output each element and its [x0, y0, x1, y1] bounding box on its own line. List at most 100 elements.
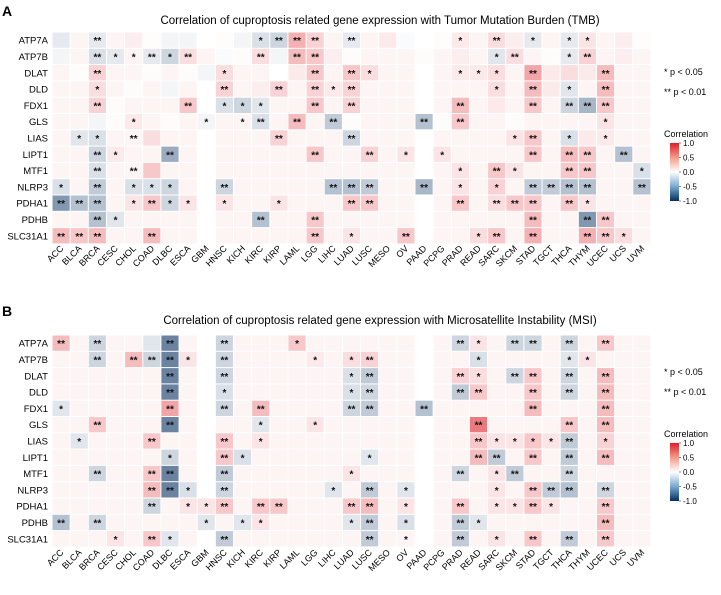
significance-mark: ** — [57, 518, 65, 529]
heatmap-cell — [469, 81, 488, 97]
heatmap-cell — [578, 211, 596, 228]
heatmap-cell — [433, 498, 451, 514]
heatmap-cell — [597, 81, 615, 97]
heatmap-cell — [433, 48, 451, 65]
heatmap-cell — [397, 162, 415, 179]
heatmap-cell — [361, 335, 379, 351]
heatmap-cell — [106, 498, 125, 514]
significance-mark: ** — [584, 150, 592, 161]
panel-label: A — [2, 3, 12, 19]
significance-mark: ** — [602, 339, 610, 350]
heatmap-cell — [179, 351, 197, 368]
significance-mark: ** — [148, 232, 156, 243]
significance-mark: ** — [148, 502, 156, 513]
heatmap-cell — [306, 228, 324, 244]
heatmap-cell — [506, 368, 524, 384]
heatmap-cell — [179, 400, 197, 416]
heatmap-cell — [270, 65, 288, 81]
heatmap-cell — [415, 400, 433, 416]
heatmap-cell — [361, 97, 379, 113]
heatmap-cell — [324, 195, 342, 211]
heatmap-cell — [633, 146, 651, 162]
heatmap-cell — [70, 368, 88, 384]
heatmap-cell — [451, 65, 469, 81]
significance-mark: * — [585, 199, 589, 210]
heatmap-cell — [125, 65, 143, 81]
heatmap-cell — [70, 48, 88, 65]
heatmap-cell — [306, 417, 324, 433]
significance-mark: ** — [166, 150, 174, 161]
heatmap-cell — [125, 211, 143, 228]
significance-mark: ** — [565, 101, 573, 112]
heatmap-cell — [306, 498, 324, 514]
significance-mark: ** — [329, 118, 337, 129]
heatmap-cell — [379, 211, 397, 228]
column-label: UVM — [625, 547, 646, 568]
heatmap-cell — [161, 351, 179, 368]
heatmap-cell — [488, 482, 506, 498]
significance-mark: ** — [511, 52, 519, 63]
legend-tick-label: 1.0 — [683, 139, 695, 148]
significance-mark: * — [531, 437, 535, 448]
heatmap-cell — [52, 449, 70, 465]
significance-mark: ** — [93, 355, 101, 366]
heatmap-cell — [270, 97, 288, 113]
heatmap-cell — [215, 335, 233, 351]
heatmap-cell — [524, 146, 542, 162]
heatmap-cell — [288, 498, 306, 514]
heatmap-cell — [70, 335, 88, 351]
significance-mark: ** — [348, 101, 356, 112]
heatmap-cell — [234, 351, 252, 368]
heatmap-cell — [88, 514, 106, 531]
significance-mark: ** — [366, 355, 374, 366]
heatmap-cell — [252, 384, 270, 400]
significance-note: ** p < 0.01 — [664, 87, 706, 97]
row-label: DLAT — [24, 68, 48, 79]
heatmap-cell — [451, 97, 469, 113]
heatmap-cell — [288, 433, 306, 449]
heatmap-cell — [161, 179, 179, 195]
heatmap-cell — [215, 514, 233, 531]
heatmap-cell — [179, 162, 197, 179]
heatmap-cell — [542, 65, 560, 81]
heatmap-cell — [597, 433, 615, 449]
heatmap-cell — [451, 335, 469, 351]
significance-mark: ** — [166, 404, 174, 415]
heatmap-cell — [506, 179, 524, 195]
significance-mark: * — [150, 183, 154, 194]
significance-mark: ** — [420, 404, 428, 415]
heatmap-cell — [125, 368, 143, 384]
heatmap-cell — [252, 498, 270, 514]
heatmap-cell — [324, 531, 342, 547]
heatmap-cell — [179, 465, 197, 482]
heatmap-cell — [215, 498, 233, 514]
significance-mark: * — [59, 404, 63, 415]
heatmap-cell — [488, 449, 506, 465]
heatmap-cell — [88, 482, 106, 498]
significance-mark: ** — [529, 388, 537, 399]
heatmap-cell — [215, 465, 233, 482]
heatmap-cell — [615, 384, 633, 400]
heatmap-cell — [70, 514, 88, 531]
heatmap-cell — [215, 384, 233, 400]
heatmap-cell — [215, 228, 233, 244]
heatmap-cell — [578, 228, 596, 244]
heatmap-cell — [52, 368, 70, 384]
heatmap-cell — [506, 195, 524, 211]
heatmap-cell — [433, 465, 451, 482]
heatmap-cell — [560, 498, 578, 514]
heatmap-cell — [597, 368, 615, 384]
significance-mark: ** — [366, 199, 374, 210]
heatmap-cell — [143, 195, 161, 211]
significance-mark: ** — [565, 339, 573, 350]
heatmap-cell — [161, 130, 179, 146]
heatmap-cell — [234, 228, 252, 244]
heatmap-cell — [106, 162, 125, 179]
heatmap-cell — [560, 514, 578, 531]
heatmap-cell — [524, 498, 542, 514]
heatmap-cell — [306, 130, 324, 146]
heatmap-cell — [197, 97, 215, 113]
significance-mark: * — [495, 535, 499, 546]
heatmap-cell — [234, 433, 252, 449]
heatmap-cell — [451, 531, 469, 547]
